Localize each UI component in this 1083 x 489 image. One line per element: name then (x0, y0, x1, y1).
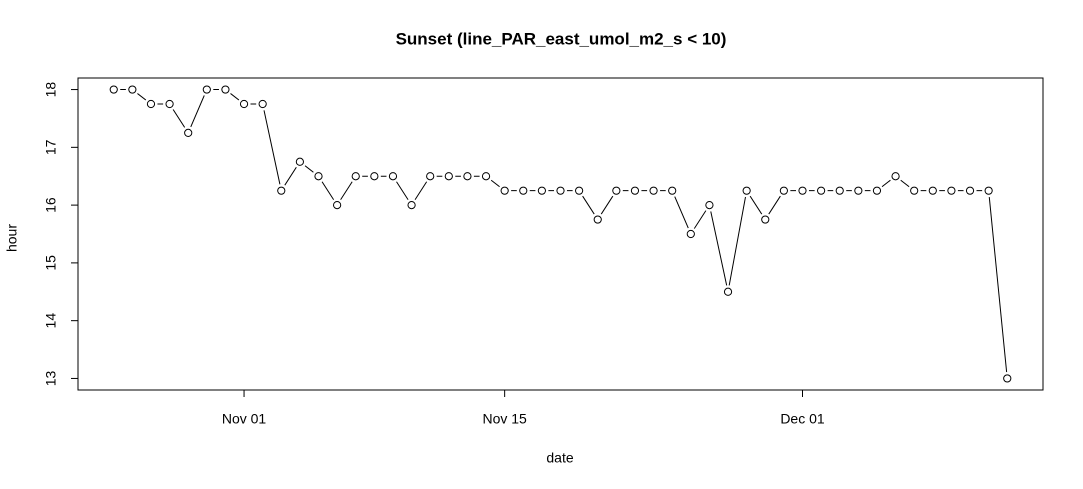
point (407, 201, 416, 210)
point (649, 186, 658, 195)
point (295, 157, 304, 166)
point (239, 99, 249, 109)
y-axis-label: hour (4, 224, 20, 252)
point (947, 186, 956, 195)
x-tick-label: Nov 15 (482, 411, 527, 427)
point (202, 85, 211, 94)
point (854, 186, 863, 195)
x-tick-label: Dec 01 (780, 411, 825, 427)
point (556, 186, 565, 195)
y-tick-label: 13 (43, 370, 59, 386)
point (891, 172, 900, 181)
point (612, 186, 621, 195)
point (444, 172, 453, 181)
point (463, 172, 472, 181)
point (426, 172, 435, 181)
point (221, 85, 230, 94)
point (723, 287, 733, 296)
point (1003, 374, 1012, 383)
point (817, 186, 826, 195)
point (686, 229, 695, 239)
point (928, 186, 937, 195)
point (575, 186, 584, 195)
point (184, 128, 193, 137)
x-axis-label: date (546, 450, 573, 466)
y-tick-label: 14 (43, 313, 59, 329)
point (109, 85, 118, 94)
point (761, 215, 770, 224)
point (630, 186, 640, 195)
point (965, 186, 975, 195)
point (519, 186, 528, 195)
point (668, 186, 677, 195)
point (593, 215, 602, 224)
point (314, 172, 323, 181)
y-tick-label: 17 (43, 139, 59, 155)
point (370, 172, 379, 181)
point (277, 186, 286, 195)
point (500, 186, 509, 195)
point (705, 201, 714, 210)
y-tick-label: 15 (43, 255, 59, 271)
point (351, 172, 360, 181)
y-tick-label: 16 (43, 197, 59, 213)
point (258, 99, 267, 109)
y-tick-label: 18 (43, 82, 59, 98)
chart-title: Sunset (line_PAR_east_umol_m2_s < 10) (396, 29, 727, 48)
x-tick-label: Nov 01 (222, 411, 267, 427)
point (742, 186, 751, 195)
point (165, 99, 174, 109)
point (835, 186, 844, 195)
point (872, 186, 882, 195)
point (333, 201, 342, 210)
point (537, 186, 546, 195)
point (481, 172, 491, 181)
point (146, 99, 156, 109)
point (128, 85, 137, 94)
point (388, 172, 398, 181)
point (984, 186, 993, 195)
point (910, 186, 919, 195)
point (798, 186, 807, 195)
point (779, 186, 788, 195)
